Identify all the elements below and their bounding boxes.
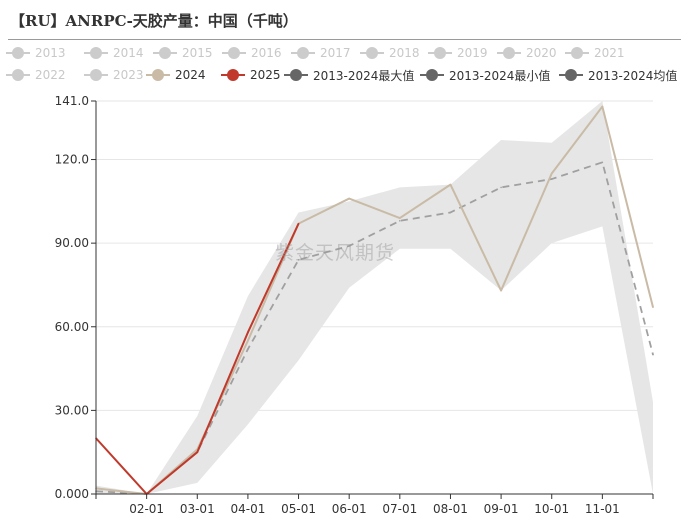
legend-marker-icon bbox=[84, 47, 108, 59]
legend-label: 2019 bbox=[457, 46, 488, 60]
series-line-2024 bbox=[95, 105, 654, 495]
point-2024-09-01 bbox=[500, 289, 502, 292]
point-2013-2024均值-08-01 bbox=[449, 211, 452, 214]
point-2024-11-01 bbox=[601, 105, 604, 108]
legend-label: 2017 bbox=[320, 46, 351, 60]
point-2024-10-01 bbox=[550, 172, 553, 175]
legend-item-2016[interactable]: 2016 bbox=[222, 44, 282, 62]
legend-item-2018[interactable]: 2018 bbox=[360, 44, 420, 62]
legend-label: 2021 bbox=[594, 46, 625, 60]
legend-marker-icon bbox=[428, 47, 452, 59]
series-lines bbox=[95, 105, 654, 495]
y-tick-label-5: 141.0 bbox=[55, 94, 89, 108]
legend-item-2014[interactable]: 2014 bbox=[84, 44, 144, 62]
legend-marker-icon bbox=[221, 69, 245, 81]
y-tick-label-2: 60.00 bbox=[55, 320, 89, 334]
y-tick-label-3: 90.00 bbox=[55, 236, 89, 250]
y-tick-label-1: 30.00 bbox=[55, 403, 89, 417]
legend-label: 2018 bbox=[389, 46, 420, 60]
watermark-text: 紫金天风期货 bbox=[275, 242, 396, 264]
legend-item-2025[interactable]: 2025 bbox=[221, 66, 281, 84]
legend-row-1: 2013 2014 2015 2016 2017 2018 2019 2020 2021 bbox=[6, 42, 686, 64]
legend-marker-icon bbox=[565, 47, 589, 59]
legend-item-2015[interactable]: 2015 bbox=[153, 44, 213, 62]
legend-label: 2022 bbox=[35, 68, 66, 82]
point-2024-07-01 bbox=[399, 217, 401, 219]
series-line-2013-2024均值 bbox=[95, 161, 654, 495]
title-divider bbox=[8, 39, 681, 40]
legend-item-2019[interactable]: 2019 bbox=[428, 44, 488, 62]
legend-item-2024[interactable]: 2024 bbox=[146, 66, 206, 84]
point-2013-2024均值-10-01 bbox=[550, 178, 553, 180]
legend: 2013 2014 2015 2016 2017 2018 2019 2020 2021 202… bbox=[6, 42, 686, 86]
legend-label: 2023 bbox=[113, 68, 144, 82]
y-tick-label-4: 120.0 bbox=[55, 153, 89, 167]
x-tick-label-07-01: 07-01 bbox=[382, 502, 417, 516]
legend-label: 2016 bbox=[251, 46, 282, 60]
legend-label: 2013-2024均值 bbox=[588, 68, 678, 83]
legend-marker-icon bbox=[84, 69, 108, 81]
x-tick-label-02-01: 02-01 bbox=[129, 502, 164, 516]
legend-item-2013-2024均值[interactable]: 2013-2024均值 bbox=[559, 66, 677, 84]
point-2024-12-01 bbox=[652, 306, 654, 309]
x-tick-label-06-01: 06-01 bbox=[332, 502, 367, 516]
x-tick-label-10-01: 10-01 bbox=[534, 502, 569, 516]
legend-item-2020[interactable]: 2020 bbox=[497, 44, 557, 62]
legend-label: 2013-2024最大值 bbox=[313, 68, 415, 83]
legend-marker-icon bbox=[153, 47, 177, 59]
axes: 0.000 30.00 60.00 90.00 120.0 141.0 02-01 03-01… bbox=[55, 94, 654, 516]
legend-item-2013-2024最大值[interactable]: 2013-2024最大值 bbox=[284, 66, 414, 84]
point-2025-03-01 bbox=[196, 451, 199, 453]
legend-row-2: 2022 2023 2024 2025 2013-2024最大值 2013-2024最小值… bbox=[6, 64, 686, 86]
point-2024-04-01 bbox=[247, 339, 249, 342]
legend-label: 2024 bbox=[175, 68, 206, 82]
legend-label: 2025 bbox=[250, 68, 281, 82]
legend-item-2013[interactable]: 2013 bbox=[6, 44, 66, 62]
legend-label: 2014 bbox=[113, 46, 144, 60]
legend-item-2022[interactable]: 2022 bbox=[6, 66, 66, 84]
legend-marker-icon bbox=[420, 69, 444, 81]
legend-marker-icon bbox=[6, 69, 30, 81]
point-2013-2024均值-11-01 bbox=[601, 161, 604, 164]
max-min-band-area bbox=[96, 101, 653, 494]
point-2024-08-01 bbox=[449, 183, 452, 186]
point-2013-2024均值-12-01 bbox=[652, 353, 654, 356]
legend-marker-icon bbox=[222, 47, 246, 59]
x-tick-label-09-01: 09-01 bbox=[484, 502, 519, 516]
legend-item-2017[interactable]: 2017 bbox=[291, 44, 351, 62]
point-2013-2024均值-09-01 bbox=[500, 186, 502, 189]
y-tick-label-0: 0.000 bbox=[55, 487, 89, 501]
legend-item-2021[interactable]: 2021 bbox=[565, 44, 625, 62]
chart-title: 【RU】ANRPC-天胶产量：中国（千吨） bbox=[10, 12, 298, 30]
point-2025-04-01 bbox=[247, 331, 249, 334]
legend-marker-icon bbox=[6, 47, 30, 59]
point-2024-06-01 bbox=[348, 197, 350, 200]
point-2025-05-01 bbox=[297, 222, 300, 225]
x-tick-label-03-01: 03-01 bbox=[180, 502, 215, 516]
legend-label: 2013 bbox=[35, 46, 66, 60]
x-tick-label-11-01: 11-01 bbox=[585, 502, 620, 516]
x-tick-label-04-01: 04-01 bbox=[230, 502, 265, 516]
legend-marker-icon bbox=[360, 47, 384, 59]
legend-label: 2020 bbox=[526, 46, 557, 60]
point-2013-2024均值-05-01 bbox=[297, 259, 300, 261]
legend-label: 2015 bbox=[182, 46, 213, 60]
legend-marker-icon bbox=[284, 69, 308, 81]
legend-item-2023[interactable]: 2023 bbox=[84, 66, 144, 84]
point-2013-2024均值-07-01 bbox=[399, 220, 401, 222]
point-2013-2024均值-04-01 bbox=[247, 348, 249, 350]
legend-marker-icon bbox=[146, 69, 170, 81]
x-tick-label-08-01: 08-01 bbox=[433, 502, 468, 516]
max-min-band bbox=[96, 101, 653, 494]
legend-marker-icon bbox=[559, 69, 583, 81]
legend-label: 2013-2024最小值 bbox=[449, 68, 551, 83]
x-tick-label-05-01: 05-01 bbox=[281, 502, 316, 516]
legend-marker-icon bbox=[497, 47, 521, 59]
legend-marker-icon bbox=[291, 47, 315, 59]
legend-item-2013-2024最小值[interactable]: 2013-2024最小值 bbox=[420, 66, 550, 84]
point-2013-2024均值-06-01 bbox=[348, 245, 350, 247]
